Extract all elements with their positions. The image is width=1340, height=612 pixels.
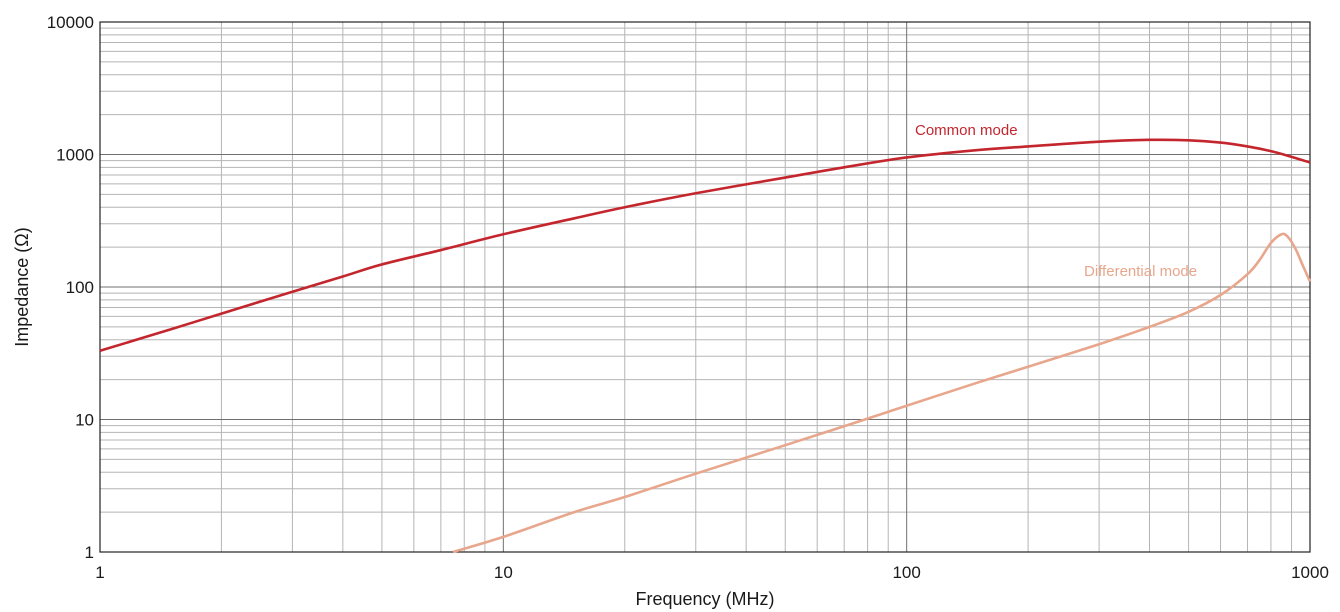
y-tick-label: 1000	[56, 146, 94, 165]
series-labels: Common mode Differential mode	[915, 122, 1197, 280]
y-tick-labels: 1 10 100 1000 10000	[47, 13, 94, 562]
y-tick-label: 1	[85, 543, 94, 562]
y-tick-label: 10000	[47, 13, 94, 32]
x-tick-label: 10	[494, 563, 513, 582]
x-tick-label: 1	[95, 563, 104, 582]
x-tick-label: 1000	[1291, 563, 1329, 582]
series-label: Common mode	[915, 122, 1018, 139]
y-tick-label: 100	[66, 278, 94, 297]
series-line	[452, 232, 1312, 554]
grid	[100, 22, 1310, 552]
series-line	[99, 138, 1311, 353]
plot-frame	[99, 21, 1311, 553]
series-label: Differential mode	[1084, 263, 1197, 280]
x-tick-labels: 1 10 100 1000	[95, 563, 1329, 582]
x-axis-label: Frequency (MHz)	[635, 589, 774, 609]
series-layer	[99, 138, 1312, 554]
x-tick-label: 100	[892, 563, 920, 582]
y-axis-label: Impedance (Ω)	[12, 227, 32, 347]
y-tick-label: 10	[75, 411, 94, 430]
